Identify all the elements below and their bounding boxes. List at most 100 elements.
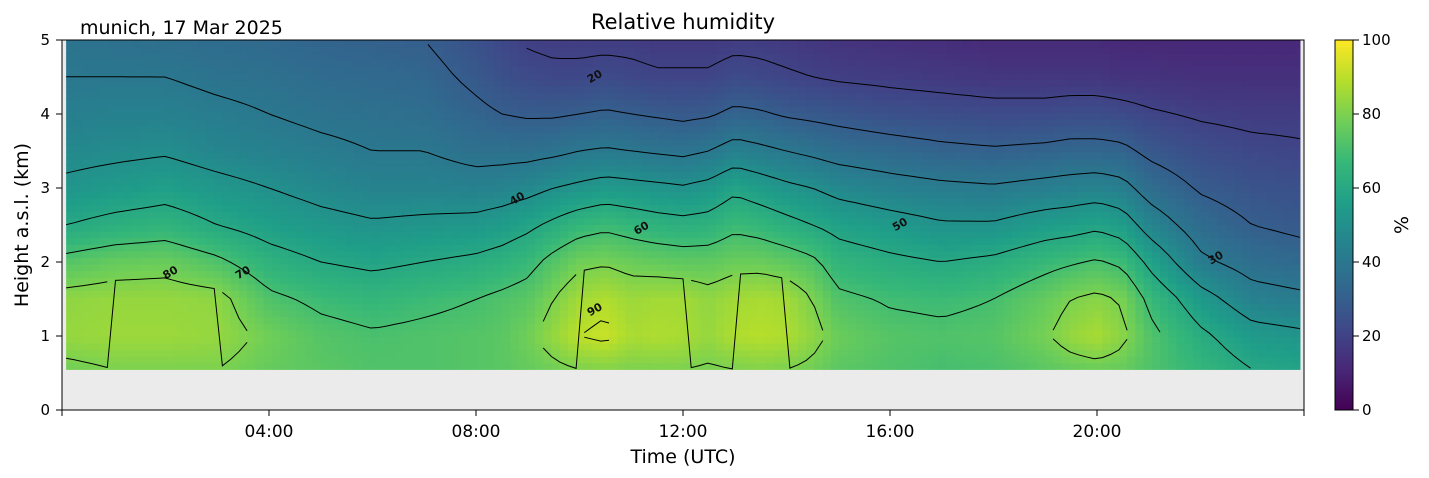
humidity-cell [781,296,791,305]
humidity-cell [230,112,240,120]
humidity-cell [444,99,454,107]
humidity-cell [567,112,577,120]
humidity-cell [551,283,561,291]
humidity-cell [633,316,643,324]
humidity-cell [650,270,659,278]
humidity-cell [526,257,536,265]
humidity-cell [214,277,224,285]
humidity-cell [666,53,676,61]
humidity-cell [370,277,380,285]
humidity-cell [814,336,824,344]
humidity-cell [90,237,100,245]
humidity-cell [551,125,561,133]
humidity-cell [214,349,224,357]
humidity-cell [419,283,429,291]
humidity-cell [757,336,766,344]
humidity-cell [822,171,832,179]
humidity-cell [279,132,289,140]
humidity-cell [247,92,256,100]
humidity-cell [683,217,692,226]
humidity-cell [82,296,92,305]
humidity-cell [395,310,404,318]
humidity-cell [608,204,618,212]
humidity-cell [732,125,742,133]
humidity-cell [658,237,668,245]
humidity-cell [691,224,701,232]
humidity-cell [674,217,684,226]
humidity-cell [650,198,659,206]
humidity-cell [148,310,158,318]
humidity-cell [551,72,561,81]
humidity-cell [329,217,339,226]
humidity-cell [493,66,503,74]
humidity-cell [436,132,446,140]
humidity-cell [460,46,470,54]
humidity-cell [378,132,388,140]
humidity-cell [230,296,240,305]
humidity-cell [765,145,775,153]
humidity-cell [715,191,725,199]
humidity-cell [576,356,585,364]
humidity-cell [115,230,125,239]
humidity-cell [551,270,561,278]
humidity-cell [822,112,832,120]
humidity-cell [518,217,528,226]
humidity-cell [863,303,873,311]
humidity-cell [839,79,849,87]
humidity-cell [658,138,668,146]
humidity-cell [354,145,363,153]
humidity-cell [263,105,273,114]
humidity-cell [131,290,141,298]
humidity-cell [321,283,330,291]
humidity-cell [559,53,569,61]
humidity-cell [543,290,552,298]
humidity-cell [748,178,758,186]
humidity-cell [855,184,865,193]
humidity-cell [674,224,684,232]
humidity-cell [567,92,577,100]
humidity-cell [872,342,881,351]
humidity-cell [205,296,215,305]
humidity-cell [99,198,108,206]
humidity-cell [502,119,511,127]
humidity-cell [872,250,881,258]
humidity-cell [650,86,659,94]
humidity-cell [534,237,544,245]
humidity-cell [625,132,635,140]
humidity-cell [485,86,495,94]
humidity-cell [839,158,849,166]
humidity-cell [436,250,446,258]
humidity-cell [757,112,766,120]
humidity-cell [205,342,215,351]
humidity-cell [123,356,133,364]
humidity-cell [460,40,470,48]
humidity-cell [329,290,339,298]
humidity-cell [847,125,857,133]
humidity-cell [617,112,627,120]
humidity-cell [205,349,215,357]
humidity-cell [197,99,207,107]
humidity-cell [189,198,199,206]
humidity-cell [329,99,339,107]
humidity-cell [345,178,355,186]
humidity-cell [337,66,347,74]
humidity-cell [715,310,725,318]
humidity-cell [880,184,890,193]
humidity-cell [156,165,166,173]
humidity-cell [781,237,791,245]
humidity-cell [238,290,248,298]
humidity-cell [534,277,544,285]
humidity-cell [181,53,191,61]
humidity-cell [584,184,594,193]
humidity-cell [197,257,207,265]
humidity-cell [584,349,594,357]
humidity-cell [872,40,881,48]
humidity-cell [543,191,552,199]
humidity-cell [428,132,437,140]
humidity-cell [880,145,890,153]
humidity-cell [354,151,363,160]
humidity-cell [66,198,75,206]
humidity-cell [288,316,298,324]
humidity-cell [683,244,692,252]
humidity-cell [625,329,635,337]
